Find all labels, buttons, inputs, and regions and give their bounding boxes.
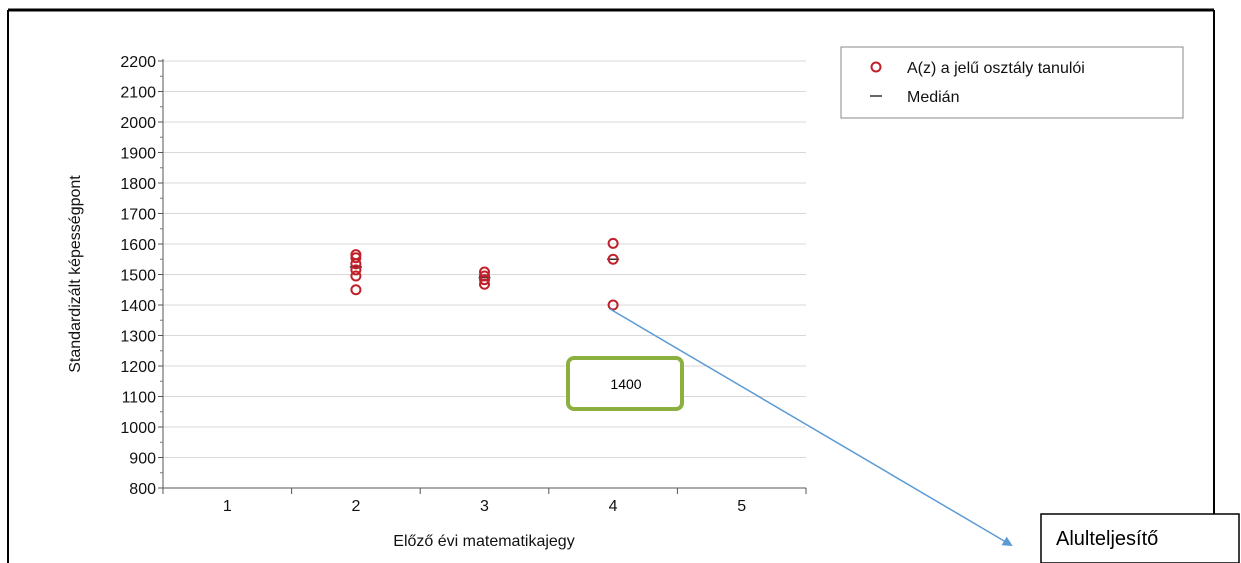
underperformer-label: Alulteljesítő [1056,528,1158,550]
x-tick-label: 4 [609,498,618,515]
y-tick-label: 1600 [120,237,156,254]
y-tick-label: 800 [129,481,156,498]
data-point [607,253,619,265]
data-point [607,299,619,311]
data-point [607,237,619,249]
x-axis-title: Előző évi matematikajegy [393,533,574,550]
y-tick-label: 2200 [120,54,156,71]
x-tick-label: 3 [480,498,489,515]
value-callout-label: 1400 [610,376,641,392]
x-tick-label: 2 [351,498,360,515]
y-tick-label: 1100 [122,390,157,407]
data-point [350,249,362,261]
x-axis-ticks: 1 2 3 4 5 [162,488,807,515]
y-tick-label: 1900 [120,146,156,163]
data-point [350,284,362,296]
y-axis-title: Standardizált képességpont [67,175,84,373]
data-point [350,264,362,276]
underperformer-label-box [1040,513,1240,563]
value-callout-box [566,356,684,411]
data-points [350,237,619,311]
data-point [479,274,490,286]
x-tick-label: 5 [737,498,746,515]
x-tick-label: 1 [223,498,232,515]
y-tick-label: 2000 [120,115,156,132]
axes [162,59,806,489]
y-axis-ticks: 800 900 1000 1100 1200 1300 1400 1500 1600 1700 18… [120,54,163,498]
y-tick-label: 1300 [120,329,156,346]
legend: A(z) a jelű osztály tanulói Medián [840,46,1184,119]
legend-label-students: A(z) a jelű osztály tanulói [907,60,1085,77]
y-tick-label: 1200 [120,359,156,376]
data-point [479,266,490,278]
y-tick-label: 1400 [120,298,156,315]
y-tick-label: 1500 [120,268,156,285]
legend-marker-students [870,61,882,73]
callout-arrow [609,308,1013,547]
y-tick-label: 900 [129,451,156,468]
y-tick-label: 2100 [120,85,156,102]
y-tick-label: 1800 [120,176,156,193]
y-tick-label: 1700 [120,207,156,224]
data-point [350,270,362,282]
legend-label-median: Medián [907,89,959,106]
y-tick-label: 1000 [120,420,156,437]
data-point [479,270,490,282]
legend-box [840,46,1184,119]
gridlines [163,60,806,489]
